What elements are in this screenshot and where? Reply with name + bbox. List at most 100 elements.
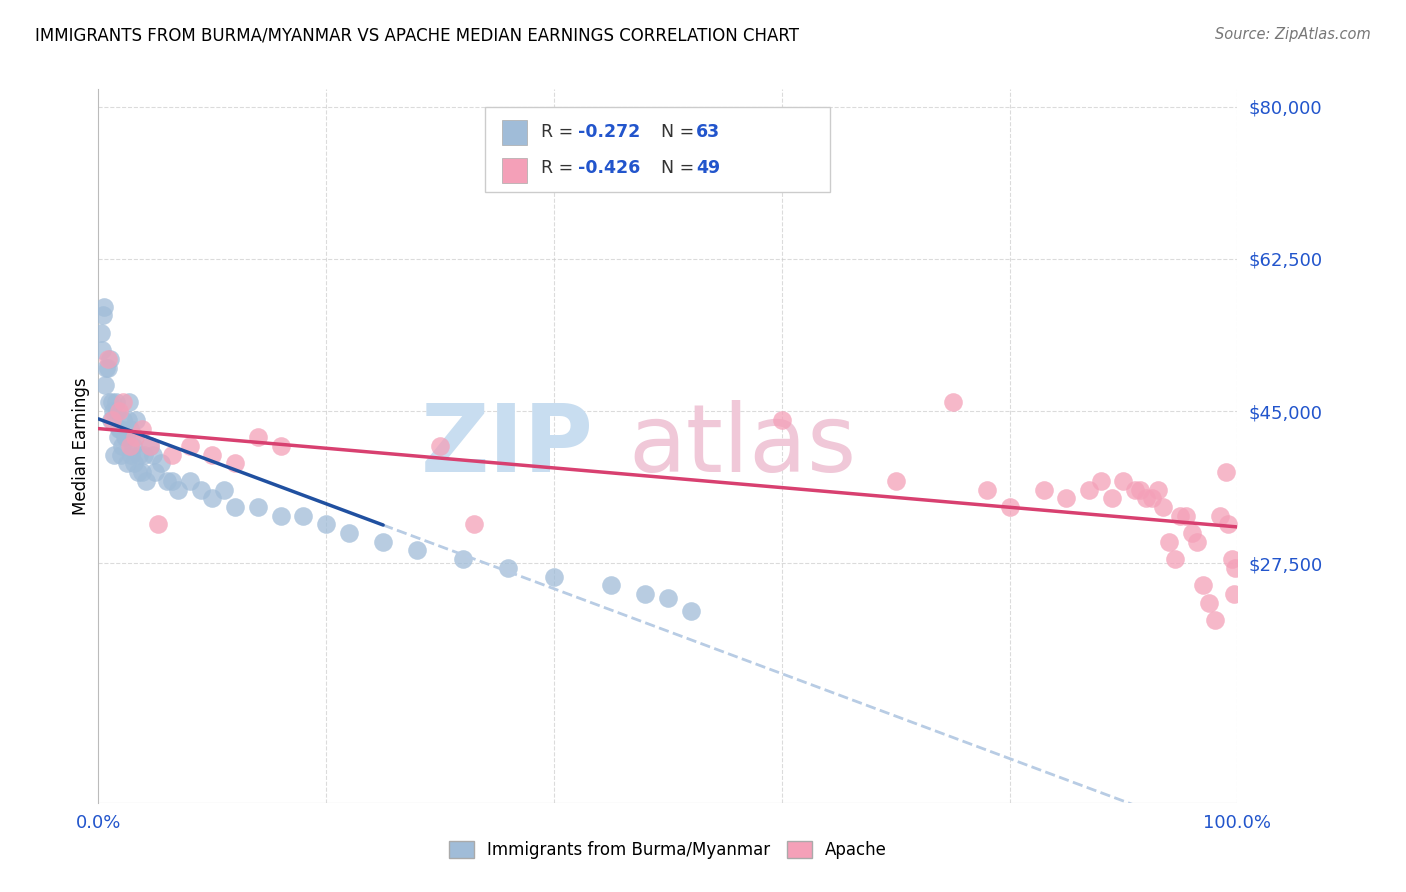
Point	[942, 395, 965, 409]
Point	[135, 474, 157, 488]
Point	[998, 500, 1021, 514]
Point	[1215, 465, 1237, 479]
Point	[108, 404, 131, 418]
Point	[97, 395, 120, 409]
Text: atlas: atlas	[628, 400, 856, 492]
Point	[162, 448, 184, 462]
Point	[167, 483, 190, 497]
Point	[114, 430, 136, 444]
Point	[1223, 587, 1246, 601]
Point	[128, 448, 150, 462]
Point	[976, 483, 998, 497]
Point	[104, 395, 127, 409]
Text: R =: R =	[541, 123, 579, 142]
Point	[1090, 474, 1112, 488]
Point	[101, 413, 124, 427]
Point	[124, 430, 146, 444]
Point	[543, 569, 565, 583]
Text: -0.426: -0.426	[578, 159, 640, 177]
Point	[110, 448, 132, 462]
Text: N =: N =	[661, 123, 700, 142]
Point	[96, 360, 118, 375]
Point	[90, 343, 112, 358]
Point	[131, 421, 153, 435]
Point	[406, 543, 429, 558]
Point	[127, 465, 149, 479]
Point	[100, 413, 122, 427]
Point	[1140, 491, 1163, 506]
Point	[98, 351, 121, 366]
Point	[121, 439, 143, 453]
Point	[1187, 534, 1209, 549]
Point	[1146, 483, 1168, 497]
Point	[1218, 517, 1240, 532]
Point	[770, 413, 793, 427]
Point	[679, 604, 702, 618]
Point	[1204, 613, 1226, 627]
Point	[132, 448, 155, 462]
Point	[118, 395, 141, 409]
Point	[600, 578, 623, 592]
Point	[107, 430, 129, 444]
Point	[884, 474, 907, 488]
Point	[94, 378, 117, 392]
Point	[451, 552, 474, 566]
Point	[115, 457, 138, 471]
Point	[657, 591, 679, 606]
Point	[337, 526, 360, 541]
Text: ZIP: ZIP	[420, 400, 593, 492]
Point	[131, 465, 153, 479]
Point	[1056, 491, 1078, 506]
Point	[156, 474, 179, 488]
Point	[212, 483, 235, 497]
Point	[145, 465, 167, 479]
Point	[201, 448, 224, 462]
Point	[1152, 500, 1174, 514]
Point	[112, 395, 135, 409]
Point	[120, 421, 142, 435]
Point	[315, 517, 337, 532]
Point	[1198, 596, 1220, 610]
Point	[108, 421, 131, 435]
Legend: Immigrants from Burma/Myanmar, Apache: Immigrants from Burma/Myanmar, Apache	[441, 834, 894, 866]
Point	[1220, 552, 1243, 566]
Point	[429, 439, 451, 453]
Point	[224, 500, 246, 514]
Point	[270, 508, 292, 523]
Text: -0.272: -0.272	[578, 123, 640, 142]
Point	[122, 457, 145, 471]
Point	[1135, 491, 1157, 506]
Point	[142, 448, 165, 462]
Point	[105, 404, 128, 418]
Point	[1112, 474, 1135, 488]
Point	[270, 439, 292, 453]
Point	[201, 491, 224, 506]
Point	[463, 517, 485, 532]
Point	[117, 413, 139, 427]
Point	[1129, 483, 1152, 497]
Point	[96, 360, 118, 375]
Point	[179, 439, 201, 453]
Point	[150, 457, 173, 471]
Point	[1123, 483, 1146, 497]
Point	[120, 448, 142, 462]
Point	[1170, 508, 1192, 523]
Point	[90, 326, 112, 340]
Point	[1192, 578, 1215, 592]
Point	[91, 309, 114, 323]
Text: Source: ZipAtlas.com: Source: ZipAtlas.com	[1215, 27, 1371, 42]
Text: 63: 63	[696, 123, 720, 142]
Point	[1032, 483, 1054, 497]
Point	[246, 430, 269, 444]
Point	[125, 413, 148, 427]
Point	[1223, 561, 1246, 575]
Text: N =: N =	[661, 159, 700, 177]
Point	[114, 430, 136, 444]
Text: IMMIGRANTS FROM BURMA/MYANMAR VS APACHE MEDIAN EARNINGS CORRELATION CHART: IMMIGRANTS FROM BURMA/MYANMAR VS APACHE …	[35, 27, 799, 45]
Point	[103, 404, 125, 418]
Point	[179, 474, 201, 488]
Point	[1175, 508, 1198, 523]
Point	[93, 300, 115, 314]
Point	[124, 430, 146, 444]
Text: 49: 49	[696, 159, 720, 177]
